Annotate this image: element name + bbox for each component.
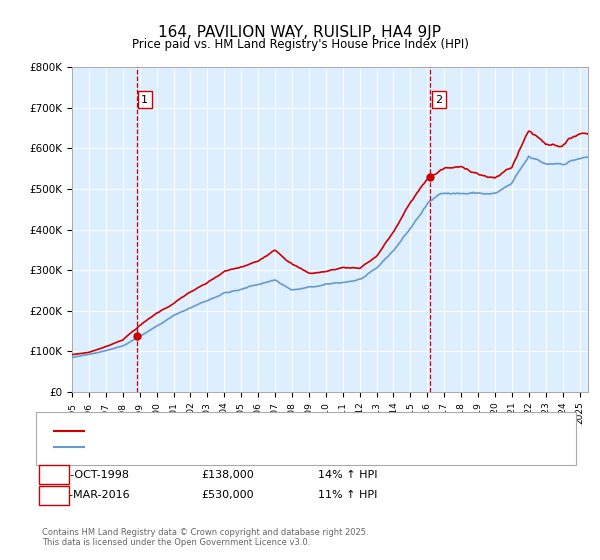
Text: 2: 2 [436,95,443,105]
Text: 11% ↑ HPI: 11% ↑ HPI [319,491,377,500]
Text: HPI: Average price, semi-detached house, Hillingdon: HPI: Average price, semi-detached house,… [96,442,358,452]
Text: 14% ↑ HPI: 14% ↑ HPI [318,470,378,479]
Text: 164, PAVILION WAY, RUISLIP, HA4 9JP (semi-detached house): 164, PAVILION WAY, RUISLIP, HA4 9JP (sem… [96,426,398,436]
Text: 1: 1 [141,95,148,105]
Text: 11-MAR-2016: 11-MAR-2016 [56,491,130,500]
Text: £138,000: £138,000 [202,470,254,479]
Text: 1: 1 [50,470,58,479]
Text: 164, PAVILION WAY, RUISLIP, HA4 9JP: 164, PAVILION WAY, RUISLIP, HA4 9JP [158,25,442,40]
Text: 2: 2 [50,491,58,500]
Text: Price paid vs. HM Land Registry's House Price Index (HPI): Price paid vs. HM Land Registry's House … [131,38,469,50]
Text: £530,000: £530,000 [202,491,254,500]
Text: Contains HM Land Registry data © Crown copyright and database right 2025.
This d: Contains HM Land Registry data © Crown c… [42,528,368,547]
Text: 23-OCT-1998: 23-OCT-1998 [56,470,130,479]
